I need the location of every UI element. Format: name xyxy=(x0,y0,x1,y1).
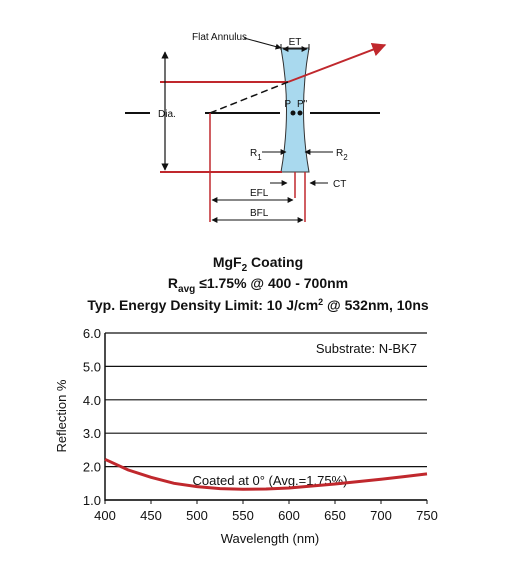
subtitle-part: ≤1.75% @ 400 - 700nm xyxy=(195,275,348,291)
label-part: 2 xyxy=(343,153,348,162)
x-tick-label: 500 xyxy=(186,508,208,523)
label: CT xyxy=(333,179,346,190)
x-tick-label: 400 xyxy=(94,508,116,523)
virtual-ray xyxy=(209,81,289,114)
subtitle-part: @ 532nm, 10ns xyxy=(323,297,429,313)
chart-title: MgF2 Coating xyxy=(213,254,303,274)
label: R1 xyxy=(250,148,262,162)
lens xyxy=(280,47,310,173)
y-tick-label: 3.0 xyxy=(83,426,101,441)
y-tick-label: 6.0 xyxy=(83,326,101,341)
title-part: Coating xyxy=(247,254,303,270)
label-part: R xyxy=(250,148,257,159)
x-tick-label: 650 xyxy=(324,508,346,523)
y-tick-label: 1.0 xyxy=(83,493,101,508)
x-tick-label: 550 xyxy=(232,508,254,523)
x-tick-label: 750 xyxy=(416,508,438,523)
y-tick-label: 5.0 xyxy=(83,359,101,374)
annotation: Substrate: N-BK7 xyxy=(316,341,417,356)
label: R2 xyxy=(336,148,348,162)
subtitle-part: 2 xyxy=(318,297,323,307)
label: P" xyxy=(297,99,308,110)
label: P xyxy=(284,99,291,110)
subtitle-part: avg xyxy=(178,284,195,295)
y-axis-label: Reflection % xyxy=(54,379,69,452)
subtitle-part: Typ. Energy Density Limit: 10 J/cm xyxy=(87,297,318,313)
x-tick-label: 450 xyxy=(140,508,162,523)
annotation: Coated at 0° (Avg.=1.75%) xyxy=(193,473,348,488)
chart-subtitle: Ravg ≤1.75% @ 400 - 700nm xyxy=(168,275,348,295)
label: EFL xyxy=(250,188,269,199)
title-part: MgF xyxy=(213,254,242,270)
x-tick-label: 700 xyxy=(370,508,392,523)
label: Flat Annulus xyxy=(192,32,247,43)
x-axis-label: Wavelength (nm) xyxy=(221,531,320,546)
label: ET xyxy=(289,37,302,48)
leader xyxy=(243,37,282,50)
y-tick-label: 4.0 xyxy=(83,393,101,408)
lens-diagram: Flat Annulus ET Dia. P P" R1 R2 CT EFL B… xyxy=(125,32,387,223)
subtitle-part: R xyxy=(168,275,178,291)
data-line xyxy=(104,457,428,491)
label: Dia. xyxy=(158,109,176,120)
ray xyxy=(287,42,387,83)
chart-subtitle: Typ. Energy Density Limit: 10 J/cm2 @ 53… xyxy=(87,297,429,313)
label-part: R xyxy=(336,148,343,159)
label-part: 1 xyxy=(257,153,262,162)
x-tick-label: 600 xyxy=(278,508,300,523)
y-tick-label: 2.0 xyxy=(83,460,101,475)
principal-point xyxy=(290,110,296,116)
title-part: 2 xyxy=(242,263,248,274)
principal-point xyxy=(297,110,303,116)
label: BFL xyxy=(250,208,269,219)
